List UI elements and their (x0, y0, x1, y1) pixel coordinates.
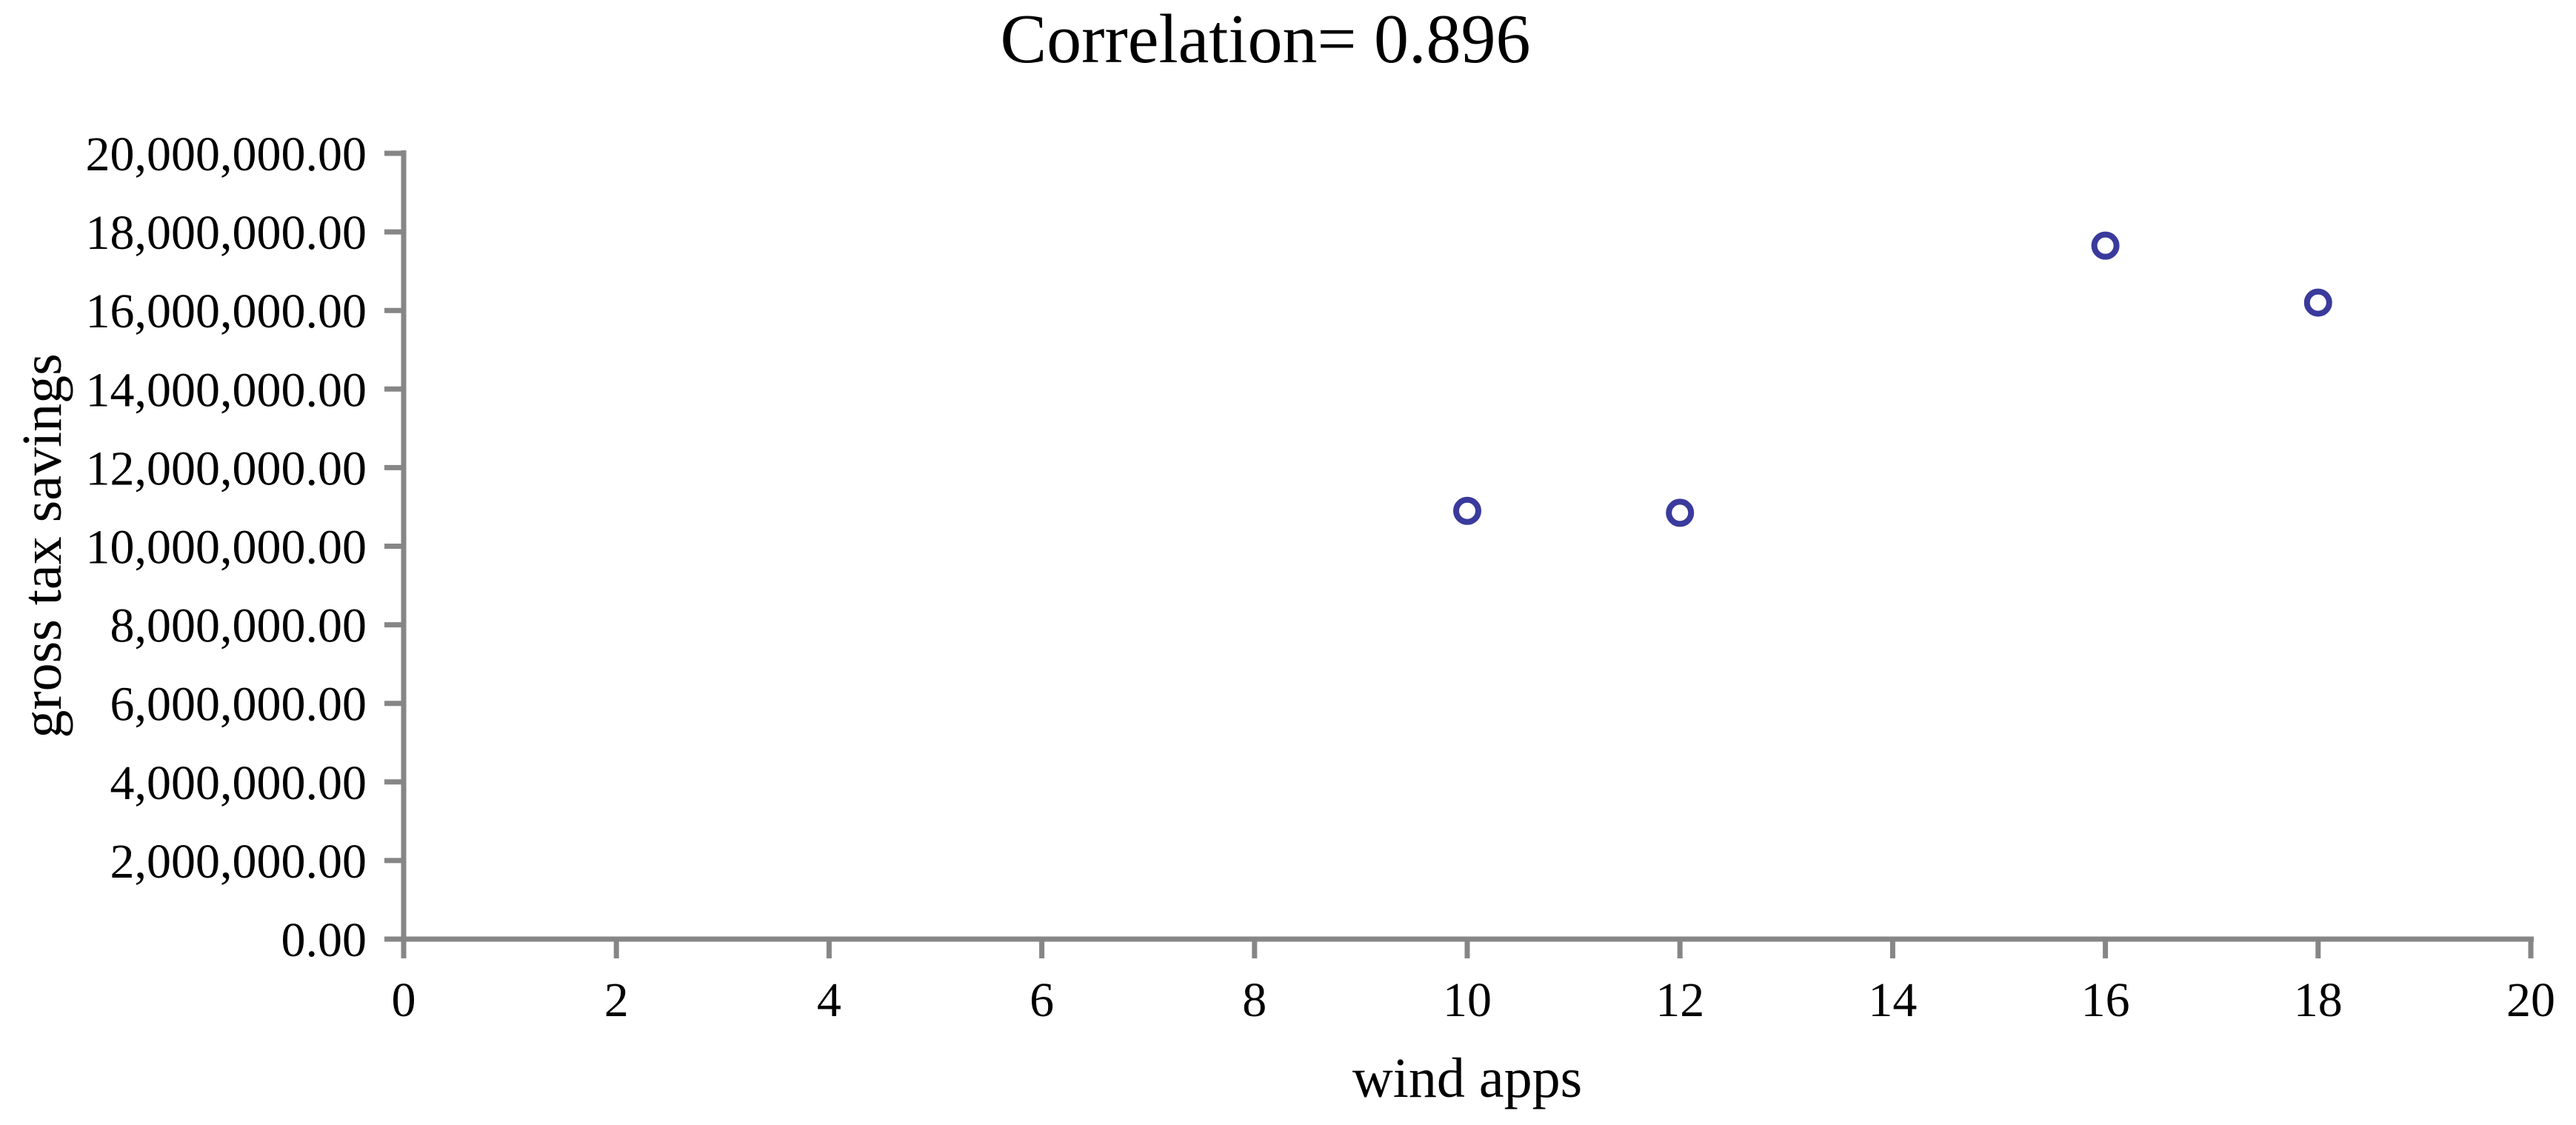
y-tick-label: 10,000,000.00 (86, 521, 367, 575)
x-tick-label: 6 (1030, 973, 1054, 1027)
y-tick-label: 8,000,000.00 (110, 599, 367, 653)
y-tick-label: 0.00 (281, 913, 367, 967)
y-tick-label: 18,000,000.00 (86, 206, 367, 260)
y-tick-label: 12,000,000.00 (86, 441, 367, 495)
data-point-marker (1666, 498, 1695, 527)
data-point-marker (2091, 231, 2120, 260)
y-tick-label: 2,000,000.00 (110, 835, 367, 889)
y-tick-label: 14,000,000.00 (86, 363, 367, 417)
x-tick-label: 4 (817, 973, 841, 1027)
x-tick-label: 10 (1443, 973, 1492, 1027)
x-tick-label: 20 (2506, 973, 2555, 1027)
chart-title: Correlation= 0.896 (1000, 1, 1531, 78)
x-axis-title: wind apps (1352, 1047, 1583, 1109)
y-tick-label: 20,000,000.00 (86, 127, 367, 181)
y-tick-label: 6,000,000.00 (110, 678, 367, 732)
data-point-marker (2303, 288, 2332, 317)
data-point-marker (1453, 496, 1481, 525)
x-tick-label: 2 (604, 973, 629, 1027)
y-tick-label: 16,000,000.00 (86, 284, 367, 338)
x-tick-label: 12 (1655, 973, 1704, 1027)
x-tick-label: 8 (1242, 973, 1267, 1027)
x-tick-label: 0 (392, 973, 416, 1027)
x-tick-label: 14 (1868, 973, 1917, 1027)
x-tick-label: 16 (2081, 973, 2130, 1027)
y-tick-label: 4,000,000.00 (110, 756, 367, 810)
x-tick-label: 18 (2294, 973, 2343, 1027)
